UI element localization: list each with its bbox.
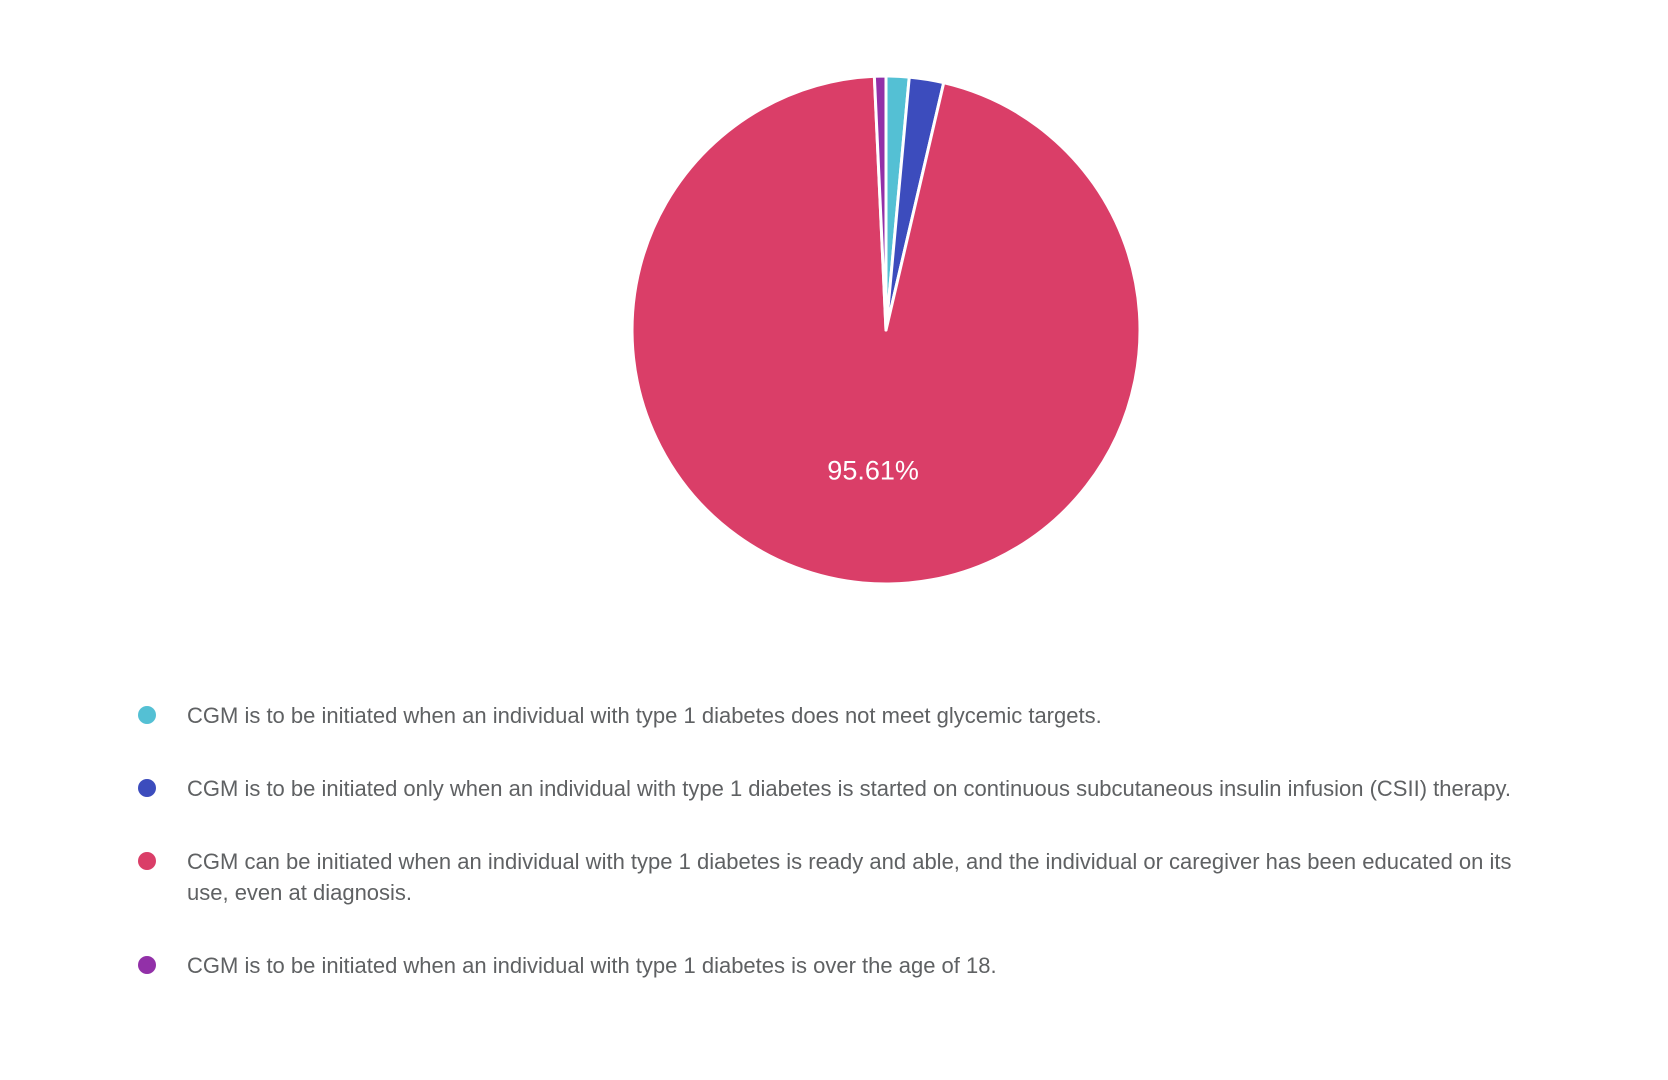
slice-percentage-label: 95.61% — [827, 455, 919, 485]
legend-item: CGM is to be initiated when an individua… — [138, 950, 1547, 981]
legend-item-label: CGM is to be initiated when an individua… — [187, 953, 997, 978]
pie-chart: 95.61% — [630, 74, 1142, 586]
legend-item: CGM is to be initiated only when an indi… — [138, 773, 1547, 804]
legend-item-label: CGM is to be initiated only when an indi… — [187, 776, 1512, 801]
legend-item-label: CGM is to be initiated when an individua… — [187, 703, 1102, 728]
legend-color-dot — [138, 779, 156, 797]
legend-color-dot — [138, 706, 156, 724]
pie-slice[interactable] — [872, 74, 888, 332]
legend-item: CGM can be initiated when an individual … — [138, 846, 1547, 908]
legend-color-dot — [138, 956, 156, 974]
chart-legend: CGM is to be initiated when an individua… — [138, 700, 1547, 1023]
legend-item: CGM is to be initiated when an individua… — [138, 700, 1547, 731]
legend-color-dot — [138, 852, 156, 870]
legend-item-label: CGM can be initiated when an individual … — [187, 849, 1512, 905]
